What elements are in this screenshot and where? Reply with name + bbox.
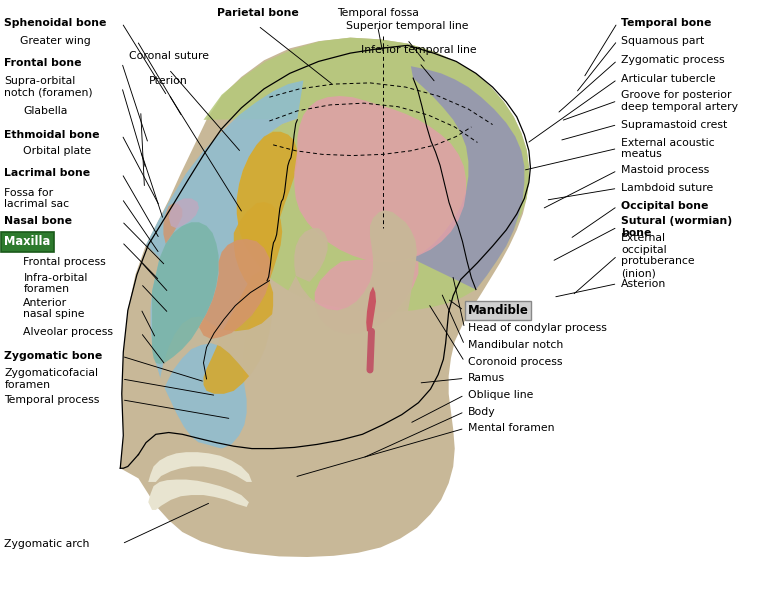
Text: Glabella: Glabella	[23, 106, 68, 116]
Text: Head of condylar process: Head of condylar process	[468, 324, 607, 333]
Text: Ramus: Ramus	[468, 373, 505, 383]
Text: Pterion: Pterion	[149, 76, 188, 86]
Text: Groove for posterior
deep temporal artery: Groove for posterior deep temporal arter…	[621, 90, 738, 112]
Polygon shape	[204, 38, 529, 312]
Text: Oblique line: Oblique line	[468, 390, 534, 400]
Polygon shape	[152, 222, 219, 364]
Polygon shape	[169, 198, 199, 228]
Text: Zygomatic bone: Zygomatic bone	[5, 351, 103, 361]
Text: Ethmoidal bone: Ethmoidal bone	[5, 130, 100, 140]
Polygon shape	[148, 452, 252, 482]
Text: Zygomaticofacial
foramen: Zygomaticofacial foramen	[5, 368, 98, 390]
Polygon shape	[233, 202, 282, 297]
Text: Lacrimal bone: Lacrimal bone	[5, 168, 91, 179]
Polygon shape	[164, 203, 182, 244]
Text: Zygomatic process: Zygomatic process	[621, 56, 725, 65]
Text: Squamous part: Squamous part	[621, 36, 704, 45]
Text: Mandible: Mandible	[468, 304, 528, 317]
Text: Supra-orbital
notch (foramen): Supra-orbital notch (foramen)	[5, 76, 93, 98]
Text: Parietal bone: Parietal bone	[217, 8, 299, 17]
Text: Infra-orbital
foramen: Infra-orbital foramen	[23, 273, 88, 294]
Text: Anterior
nasal spine: Anterior nasal spine	[23, 298, 85, 319]
Text: Temporal bone: Temporal bone	[621, 18, 712, 27]
Polygon shape	[294, 96, 466, 261]
Polygon shape	[151, 210, 417, 477]
Text: Asterion: Asterion	[621, 279, 667, 288]
Text: Temporal fossa: Temporal fossa	[336, 8, 419, 17]
Text: Lambdoid suture: Lambdoid suture	[621, 183, 713, 193]
Text: External acoustic
meatus: External acoustic meatus	[621, 137, 715, 159]
Text: Alveolar process: Alveolar process	[23, 327, 114, 337]
Text: Maxilla: Maxilla	[5, 235, 51, 248]
Text: Inferior temporal line: Inferior temporal line	[362, 45, 477, 54]
Text: Supramastoid crest: Supramastoid crest	[621, 119, 727, 130]
Polygon shape	[366, 287, 376, 331]
Polygon shape	[148, 479, 249, 510]
Text: Occipital bone: Occipital bone	[621, 201, 709, 211]
Text: Fossa for
lacrimal sac: Fossa for lacrimal sac	[5, 187, 70, 209]
Text: Zygomatic arch: Zygomatic arch	[5, 539, 90, 549]
Polygon shape	[411, 66, 525, 290]
Text: Articular tubercle: Articular tubercle	[621, 74, 716, 84]
Text: Sutural (wormian)
bone: Sutural (wormian) bone	[621, 216, 733, 238]
Text: Coronal suture: Coronal suture	[129, 51, 209, 61]
Text: Mandibular notch: Mandibular notch	[468, 340, 564, 350]
Polygon shape	[146, 81, 303, 448]
Polygon shape	[237, 132, 297, 278]
Text: Sphenoidal bone: Sphenoidal bone	[5, 18, 107, 27]
Text: Mastoid process: Mastoid process	[621, 165, 710, 176]
Text: Frontal bone: Frontal bone	[5, 58, 82, 67]
Text: Body: Body	[468, 407, 496, 417]
Text: Coronoid process: Coronoid process	[468, 356, 563, 367]
Text: Frontal process: Frontal process	[23, 257, 106, 267]
Text: External
occipital
protuberance
(inion): External occipital protuberance (inion)	[621, 233, 695, 278]
Polygon shape	[204, 270, 273, 394]
Text: Superior temporal line: Superior temporal line	[346, 21, 468, 31]
Text: Greater wing: Greater wing	[20, 36, 91, 45]
Text: Nasal bone: Nasal bone	[5, 216, 72, 226]
Text: Temporal process: Temporal process	[5, 395, 100, 405]
Polygon shape	[315, 260, 419, 334]
Polygon shape	[294, 228, 328, 282]
Text: Orbital plate: Orbital plate	[23, 146, 91, 156]
Text: Mental foramen: Mental foramen	[468, 423, 554, 433]
Polygon shape	[199, 239, 272, 339]
Polygon shape	[121, 38, 529, 557]
